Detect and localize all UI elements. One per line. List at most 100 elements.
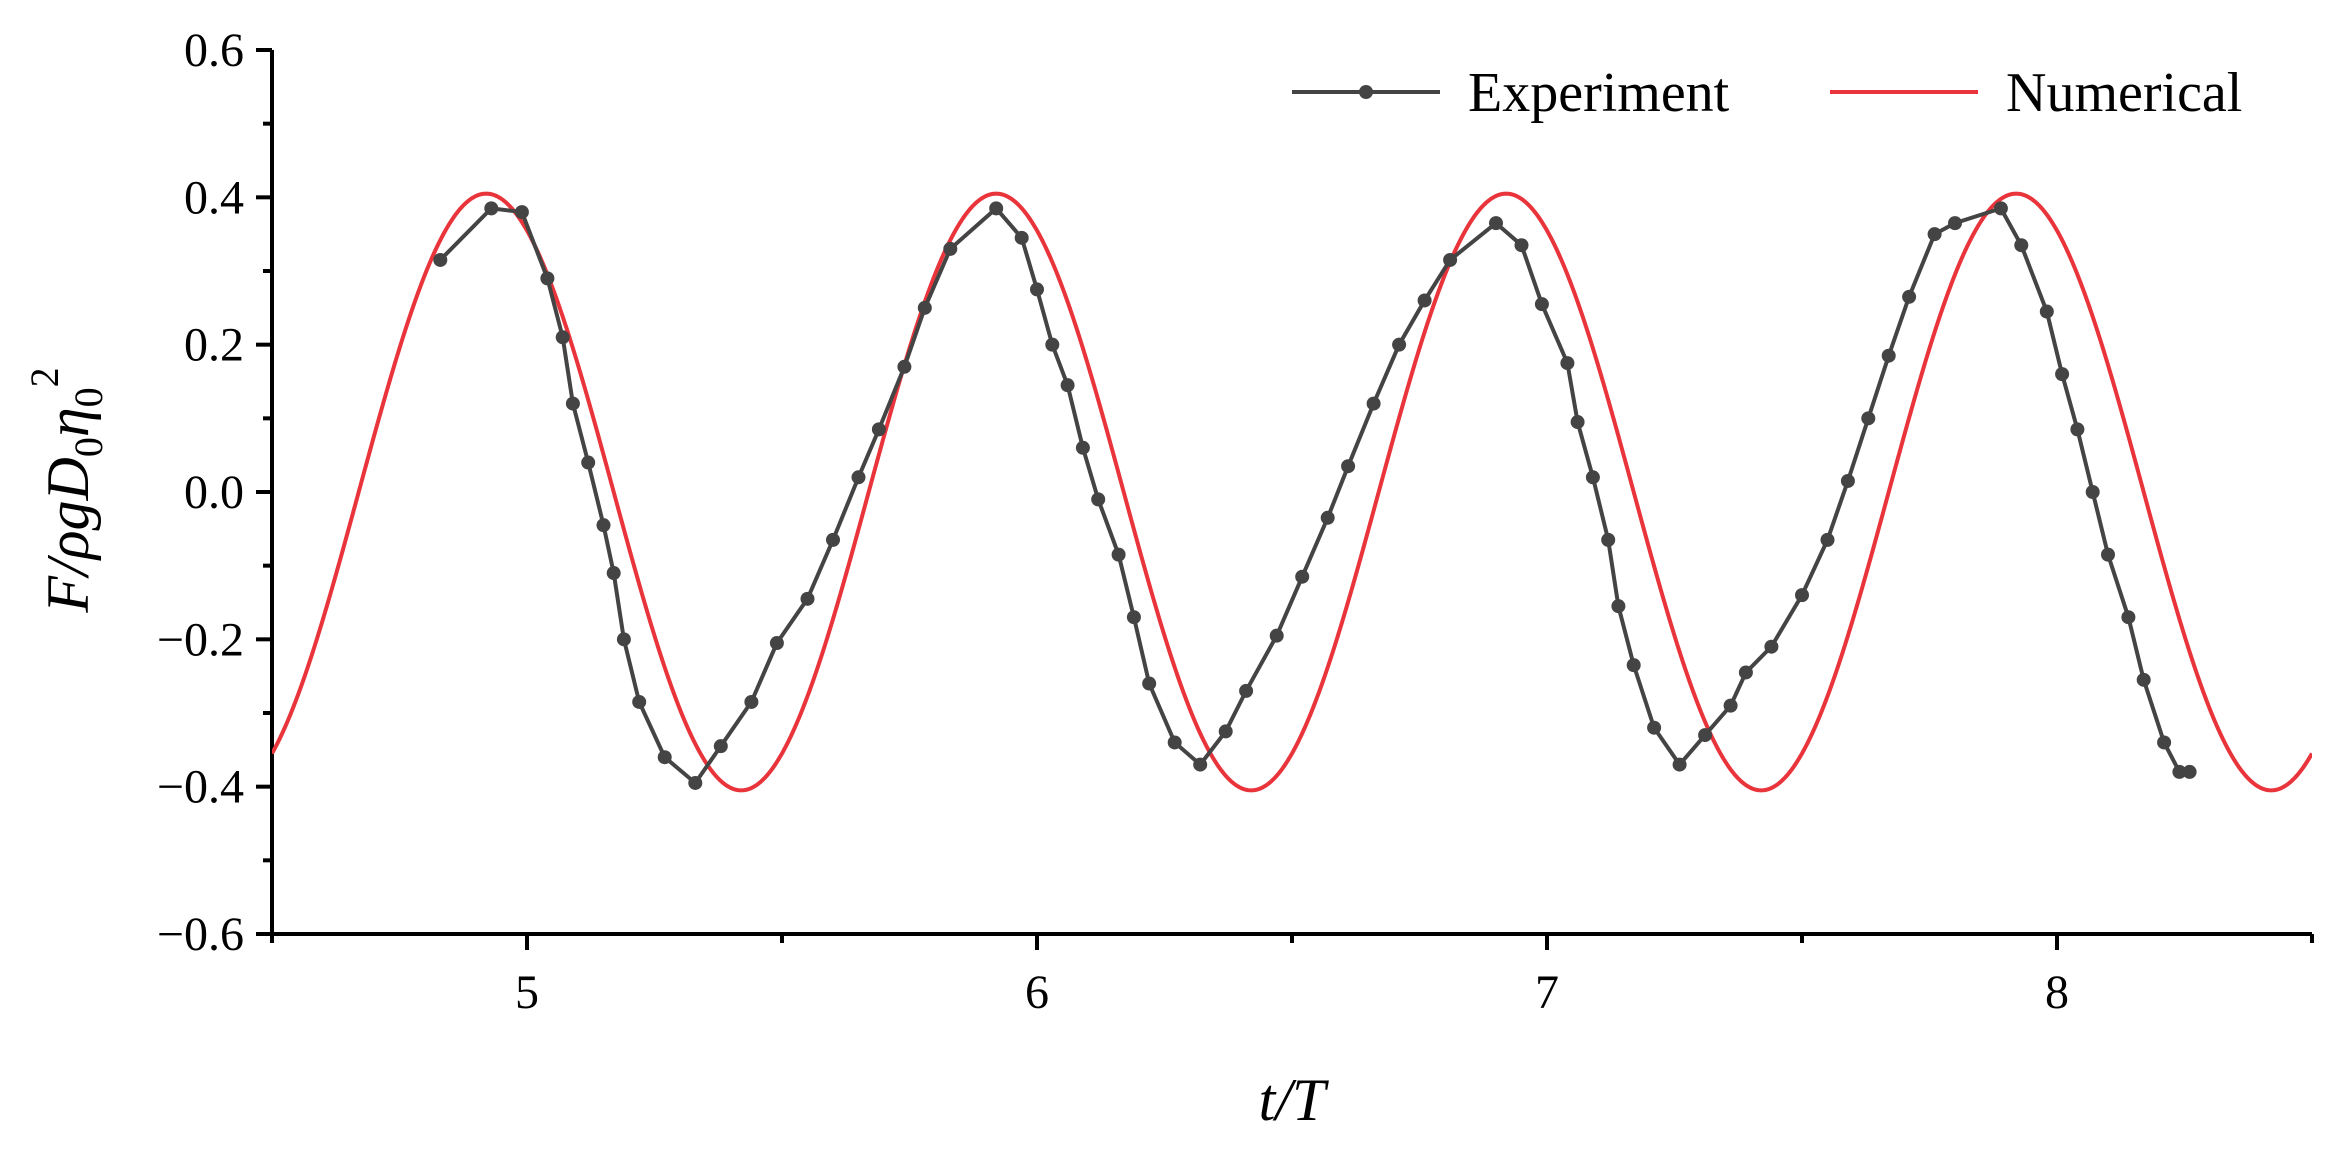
experiment-data-point [1534,297,1549,312]
experiment-data-point [826,532,840,547]
experiment-data-point [2039,304,2054,319]
experiment-data-point [1111,547,1126,562]
experiment-data-point [2014,238,2029,253]
x-tick-label: 6 [1025,966,1049,1019]
experiment-data-point [1795,588,1809,603]
experiment-data-point [1417,293,1432,308]
experiment-data-point [1366,396,1381,411]
y-tick-label: 0.0 [184,466,244,519]
experiment-data-point [1647,720,1662,735]
experiment-data-point [1840,473,1855,488]
experiment-data-point [616,632,631,647]
experiment-data-point [565,396,580,411]
experiment-data-point [2157,735,2172,750]
x-tick-labels: 5 6 7 8 [515,966,2069,1019]
experiment-data-point [1820,532,1835,547]
experiment-data-point [851,470,866,485]
x-tick-label: 8 [2045,966,2069,1019]
x-tick-label: 7 [1535,966,1559,1019]
y-tick-label: 0.4 [184,171,244,224]
experiment-data-point [744,694,759,709]
y-tick-label: 0.2 [184,319,244,372]
experiment-data-point [1045,337,1060,352]
experiment-data-point [1193,757,1208,772]
experiment-data-point [657,750,672,765]
x-axis-title-rest: /T [1272,1067,1329,1133]
experiment-data-point [1320,510,1335,525]
experiment-data-point [1489,216,1503,231]
experiment-data-point [514,205,529,220]
experiment-data-point [2136,672,2151,687]
x-axis-title: t/T [1259,1067,1329,1133]
experiment-data-point [989,201,1004,216]
experiment-data-point [1764,639,1779,654]
experiment-data-point [596,518,611,533]
experiment-data-point [2101,547,2115,562]
legend-experiment-label: Experiment [1468,62,1730,124]
experiment-data-point [2182,764,2197,779]
experiment-data-point [1030,282,1044,297]
y-axis-title-rho: /ρgD [35,457,101,579]
experiment-data-point [1341,459,1356,474]
numerical-series-line [272,191,2312,793]
experiment-data-point [1014,230,1029,245]
y-axis-title-f: F [35,575,101,614]
y-axis-title: F/ρgD0η02 [22,367,111,613]
experiment-data-point [1218,724,1233,739]
experiment-data-point [1698,728,1713,743]
experiment-data-point [943,241,958,256]
experiment-data-point [1560,356,1575,371]
ticks-layer [256,48,2314,950]
y-axis-title-sub0: 0 [66,437,111,457]
experiment-data-point [1902,289,1917,304]
experiment-data-point [1142,676,1157,691]
experiment-data-point [1927,227,1942,242]
x-tick-label: 5 [515,966,539,1019]
experiment-data-point [1611,599,1626,614]
experiment-data-point [2172,764,2187,779]
experiment-data-point [1626,658,1641,673]
experiment-data-point [1861,411,1876,426]
experiment-data-point [2121,610,2136,625]
experiment-data-point [800,591,815,606]
legend: Experiment Numerical [1292,62,2242,124]
legend-numerical-label: Numerical [2006,62,2242,124]
experiment-data-point [713,739,728,754]
experiment-data-point [1672,757,1687,772]
experiment-data-point [1570,415,1585,430]
experiment-data-point [1601,532,1616,547]
experiment-data-point [2070,422,2085,437]
y-tick-label: −0.6 [157,908,244,961]
experiment-data-point [1723,698,1738,713]
experiment-data-point [1443,252,1458,267]
experiment-data-point [1239,683,1254,698]
y-axis-title-eta: η [35,407,101,437]
y-tick-label: −0.4 [157,761,244,814]
y-axis-title-sub1: 0 [66,387,111,407]
experiment-data-point [606,566,621,581]
experiment-data-point [871,422,886,437]
experiment-data-point [1738,665,1753,680]
experiment-data-point [1392,337,1407,352]
experiment-data-point [917,300,932,315]
experiment-data-point [2055,367,2070,382]
y-axis-title-sup: 2 [22,367,67,387]
experiment-data-point [1060,378,1075,393]
experiment-data-point [1091,492,1106,507]
experiment-data-point [2085,485,2100,499]
experiment-data-point [1585,470,1600,485]
experiment-markers [433,201,2197,790]
experiment-data-point [555,330,570,345]
experiment-series-line [438,205,2190,786]
experiment-data-point [1881,348,1896,363]
experiment-data-point [1269,628,1284,643]
experiment-data-point [1514,238,1529,253]
y-tick-label: 0.6 [184,24,244,77]
experiment-data-point [1167,735,1182,750]
experiment-data-point [688,775,703,790]
experiment-data-point [581,455,596,470]
experiment-data-point [632,694,647,709]
legend-experiment-marker [1359,85,1373,99]
x-axis-title-t: t [1259,1067,1277,1133]
